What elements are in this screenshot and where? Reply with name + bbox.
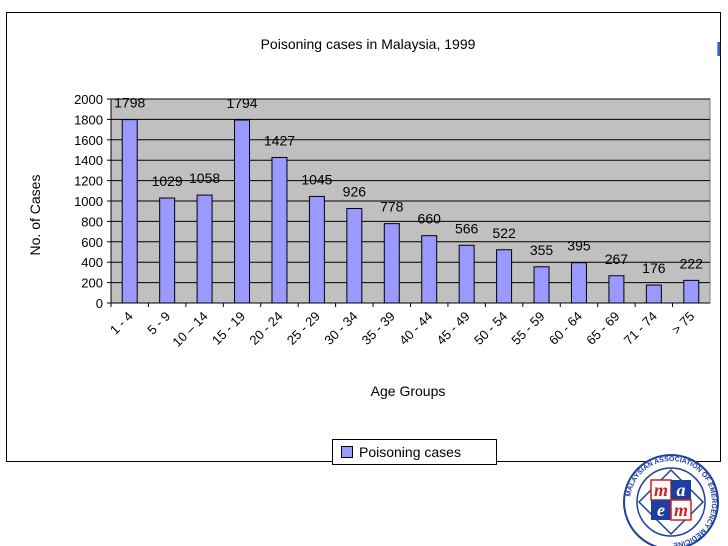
bar bbox=[271, 156, 288, 304]
data-label: 1045 bbox=[301, 171, 332, 187]
y-tick-label: 1600 bbox=[74, 133, 103, 148]
y-tick-label: 0 bbox=[96, 296, 103, 311]
data-label: 395 bbox=[567, 238, 591, 254]
y-axis-label: No. of Cases bbox=[27, 175, 43, 256]
bar bbox=[421, 235, 438, 304]
x-tick-label: 60 - 64 bbox=[546, 309, 585, 348]
y-tick-label: 600 bbox=[81, 235, 103, 250]
x-tick-label: 45 - 49 bbox=[434, 309, 473, 348]
data-labels: 1798 1029 1058 1794 1427 1045 926 778 660 566 522 3… bbox=[114, 95, 703, 276]
x-tick-label: 1 - 4 bbox=[107, 309, 136, 338]
y-axis-ticks: 0 200 400 600 800 1000 1200 1400 1600 1800 2000 bbox=[74, 92, 111, 311]
bar bbox=[346, 208, 363, 304]
y-tick-label: 1000 bbox=[74, 194, 103, 209]
chart-title: Poisoning cases in Malaysia, 1999 bbox=[261, 36, 476, 52]
data-label: 1794 bbox=[226, 95, 257, 111]
logo-letter-m2: m bbox=[674, 500, 688, 520]
x-tick-label: 30 - 34 bbox=[321, 309, 360, 348]
y-tick-label: 2000 bbox=[74, 92, 103, 107]
bar bbox=[234, 119, 251, 304]
bar bbox=[159, 197, 176, 304]
bar bbox=[608, 275, 625, 304]
data-label: 1798 bbox=[114, 95, 145, 111]
bar bbox=[458, 244, 475, 304]
x-tick-label: 40 - 44 bbox=[396, 309, 435, 348]
maem-logo: m a e m MALAYSIAN ASSOCIATION OF EMERGEN… bbox=[623, 454, 719, 546]
bar bbox=[383, 223, 400, 304]
x-tick-label: 25 - 29 bbox=[284, 309, 323, 348]
x-tick-label: 65 - 69 bbox=[583, 309, 622, 348]
logo-letter-m1: m bbox=[654, 480, 668, 500]
y-tick-label: 1200 bbox=[74, 174, 103, 189]
x-tick-label: 35 - 39 bbox=[359, 309, 398, 348]
y-tick-label: 800 bbox=[81, 214, 103, 229]
x-tick-label: 71 - 74 bbox=[621, 309, 660, 348]
x-tick-label: 10 – 14 bbox=[169, 309, 210, 350]
bar bbox=[308, 195, 325, 304]
y-tick-label: 200 bbox=[81, 276, 103, 291]
legend-label: Poisoning cases bbox=[359, 444, 461, 460]
data-label: 566 bbox=[455, 220, 479, 236]
y-tick-label: 1400 bbox=[74, 153, 103, 168]
data-label: 660 bbox=[418, 211, 442, 227]
logo-letter-a: a bbox=[677, 480, 686, 500]
x-tick-label: 5 - 9 bbox=[144, 309, 173, 338]
data-label: 176 bbox=[642, 260, 666, 276]
data-label: 267 bbox=[605, 251, 629, 267]
bar bbox=[196, 194, 213, 304]
edge-mark: I bbox=[716, 40, 722, 60]
x-tick-label: 15 - 19 bbox=[209, 309, 248, 348]
chart-frame: Poisoning cases in Malaysia, 1999 0 200 40… bbox=[6, 12, 721, 465]
x-tick-label: 50 - 54 bbox=[471, 309, 510, 348]
y-tick-label: 1800 bbox=[74, 112, 103, 127]
data-label: 1427 bbox=[264, 132, 295, 148]
bar bbox=[645, 284, 662, 304]
bar bbox=[496, 249, 513, 304]
x-axis-label: Age Groups bbox=[371, 383, 446, 399]
x-tick-label: 20 - 24 bbox=[246, 309, 285, 348]
data-label: 926 bbox=[343, 184, 367, 200]
bar bbox=[570, 262, 587, 304]
y-tick-label: 400 bbox=[81, 255, 103, 270]
data-label: 1058 bbox=[189, 170, 220, 186]
poisoning-bar-chart: Poisoning cases in Malaysia, 1999 0 200 40… bbox=[27, 36, 711, 399]
data-label: 355 bbox=[530, 242, 554, 258]
data-label: 1029 bbox=[152, 173, 183, 189]
bar bbox=[533, 266, 550, 304]
data-label: 778 bbox=[380, 199, 404, 215]
data-label: 522 bbox=[492, 225, 516, 241]
bar bbox=[121, 119, 138, 304]
x-tick-label: 55 - 59 bbox=[508, 309, 547, 348]
logo-letter-e: e bbox=[657, 500, 665, 520]
bars-group bbox=[121, 119, 700, 304]
bar bbox=[683, 279, 700, 304]
legend: Poisoning cases bbox=[332, 439, 497, 465]
legend-swatch bbox=[341, 446, 353, 458]
data-label: 222 bbox=[680, 255, 704, 271]
x-tick-label: > 75 bbox=[669, 309, 698, 338]
